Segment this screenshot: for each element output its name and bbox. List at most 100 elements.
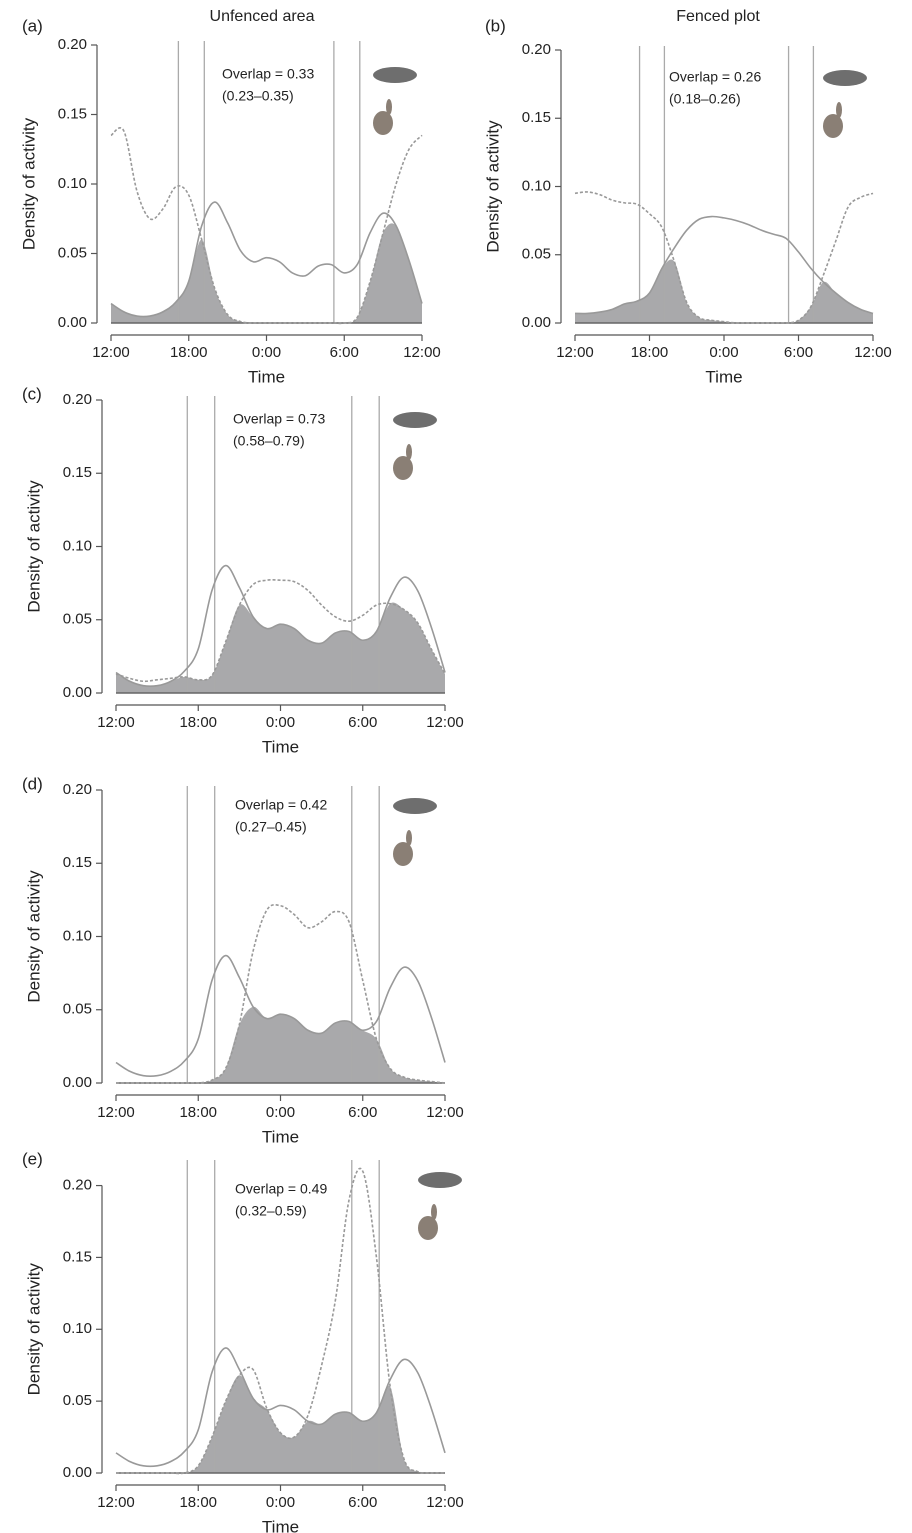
y-tick-label: 0.05 (63, 611, 92, 628)
overlap-annotation: Overlap = 0.42 (235, 797, 327, 813)
y-tick-label: 0.15 (63, 854, 92, 871)
predator-icon (373, 67, 417, 83)
density-line (115, 564, 446, 688)
y-tick-label: 0.00 (58, 314, 87, 331)
x-tick-label: 18:00 (179, 714, 217, 731)
y-tick-label: 0.00 (63, 1074, 92, 1091)
x-tick-label: 12:00 (426, 1494, 464, 1511)
y-tick-label: 0.10 (58, 175, 87, 192)
panel-label: (a) (22, 16, 43, 35)
overlap-annotation: (0.18–0.26) (669, 91, 741, 107)
x-tick-label: 6:00 (348, 714, 377, 731)
x-axis-label: Time (262, 1517, 299, 1533)
panel: 0.00 0.05 0.10 0.15 0.20 12:00 18:00 0:00 6:00 12… (483, 8, 891, 386)
density-line (115, 579, 446, 683)
x-tick-label: 0:00 (709, 344, 738, 361)
x-tick-label: 18:00 (170, 344, 208, 361)
overlap-annotation: (0.58–0.79) (233, 433, 305, 449)
x-tick-label: 12:00 (403, 344, 441, 361)
density-line (110, 201, 423, 318)
panel-title: Fenced plot (676, 8, 760, 25)
density-line (574, 215, 874, 315)
panel: 0.00 0.05 0.10 0.15 0.20 12:00 18:00 0:00 6:00 12… (19, 8, 440, 386)
y-tick-label: 0.15 (58, 105, 87, 122)
x-tick-label: 18:00 (631, 344, 669, 361)
x-tick-label: 12:00 (854, 344, 892, 361)
overlap-area (111, 223, 422, 324)
x-tick-label: 0:00 (266, 1104, 295, 1121)
x-tick-label: 12:00 (97, 1104, 135, 1121)
x-tick-label: 6:00 (784, 344, 813, 361)
x-tick-label: 0:00 (252, 344, 281, 361)
overlap-annotation: (0.32–0.59) (235, 1203, 307, 1219)
x-tick-label: 12:00 (426, 714, 464, 731)
x-tick-label: 6:00 (348, 1104, 377, 1121)
overlap-annotation: (0.23–0.35) (222, 88, 294, 104)
y-tick-label: 0.05 (58, 244, 87, 261)
y-tick-label: 0.20 (58, 36, 87, 53)
overlap-annotation: Overlap = 0.73 (233, 411, 325, 427)
y-tick-label: 0.00 (63, 1464, 92, 1481)
predator-icon (823, 70, 867, 86)
rabbit-ear-icon (406, 830, 412, 846)
panel-label: (c) (22, 384, 42, 403)
x-tick-label: 12:00 (556, 344, 594, 361)
y-tick-label: 0.10 (63, 537, 92, 554)
y-tick-label: 0.10 (63, 927, 92, 944)
predator-icon (393, 412, 437, 428)
predator-icon (393, 798, 437, 814)
x-tick-label: 0:00 (266, 714, 295, 731)
rabbit-icon (373, 111, 393, 135)
x-tick-label: 12:00 (97, 714, 135, 731)
x-axis-label: Time (248, 367, 285, 386)
density-line (115, 1347, 446, 1468)
y-tick-label: 0.10 (63, 1320, 92, 1337)
x-tick-label: 12:00 (426, 1104, 464, 1121)
predator-icon (418, 1172, 462, 1188)
density-line (115, 954, 446, 1078)
y-tick-label: 0.20 (63, 1177, 92, 1194)
panel: 0.00 0.05 0.10 0.15 0.20 12:00 18:00 0:00 6:00 12… (22, 774, 464, 1146)
overlap-area (116, 602, 445, 693)
y-tick-label: 0.00 (522, 314, 551, 331)
rabbit-icon (823, 114, 843, 138)
overlap-area (116, 1375, 445, 1474)
overlap-annotation: Overlap = 0.33 (222, 66, 314, 82)
x-tick-label: 18:00 (179, 1494, 217, 1511)
y-axis-label: Density of activity (24, 480, 43, 613)
panel-label: (b) (485, 16, 506, 35)
density-line (110, 127, 423, 325)
y-tick-label: 0.00 (63, 684, 92, 701)
y-axis-label: Density of activity (24, 1263, 43, 1396)
rabbit-icon (393, 842, 413, 866)
y-tick-label: 0.20 (63, 781, 92, 798)
x-tick-label: 12:00 (92, 344, 130, 361)
rabbit-ear-icon (386, 99, 392, 115)
overlap-area (575, 259, 873, 324)
x-axis-label: Time (262, 1127, 299, 1146)
y-tick-label: 0.05 (63, 1392, 92, 1409)
panel-title: Unfenced area (210, 8, 315, 25)
overlap-annotation: (0.27–0.45) (235, 819, 307, 835)
y-tick-label: 0.15 (63, 464, 92, 481)
rabbit-ear-icon (431, 1204, 437, 1220)
rabbit-ear-icon (406, 444, 412, 460)
rabbit-icon (393, 456, 413, 480)
x-axis-label: Time (705, 367, 742, 386)
x-tick-label: 18:00 (179, 1104, 217, 1121)
panel-label: (e) (22, 1149, 43, 1168)
rabbit-icon (418, 1216, 438, 1240)
x-axis-label: Time (262, 737, 299, 756)
y-tick-label: 0.10 (522, 177, 551, 194)
x-tick-label: 0:00 (266, 1494, 295, 1511)
overlap-annotation: Overlap = 0.49 (235, 1181, 327, 1197)
y-axis-label: Density of activity (24, 870, 43, 1003)
overlap-area (116, 1006, 445, 1084)
panel: 0.00 0.05 0.10 0.15 0.20 12:00 18:00 0:00 6:00 12… (22, 384, 464, 756)
density-line (116, 1167, 446, 1475)
y-axis-label: Density of activity (19, 117, 38, 250)
y-tick-label: 0.20 (522, 41, 551, 58)
y-tick-label: 0.05 (63, 1001, 92, 1018)
